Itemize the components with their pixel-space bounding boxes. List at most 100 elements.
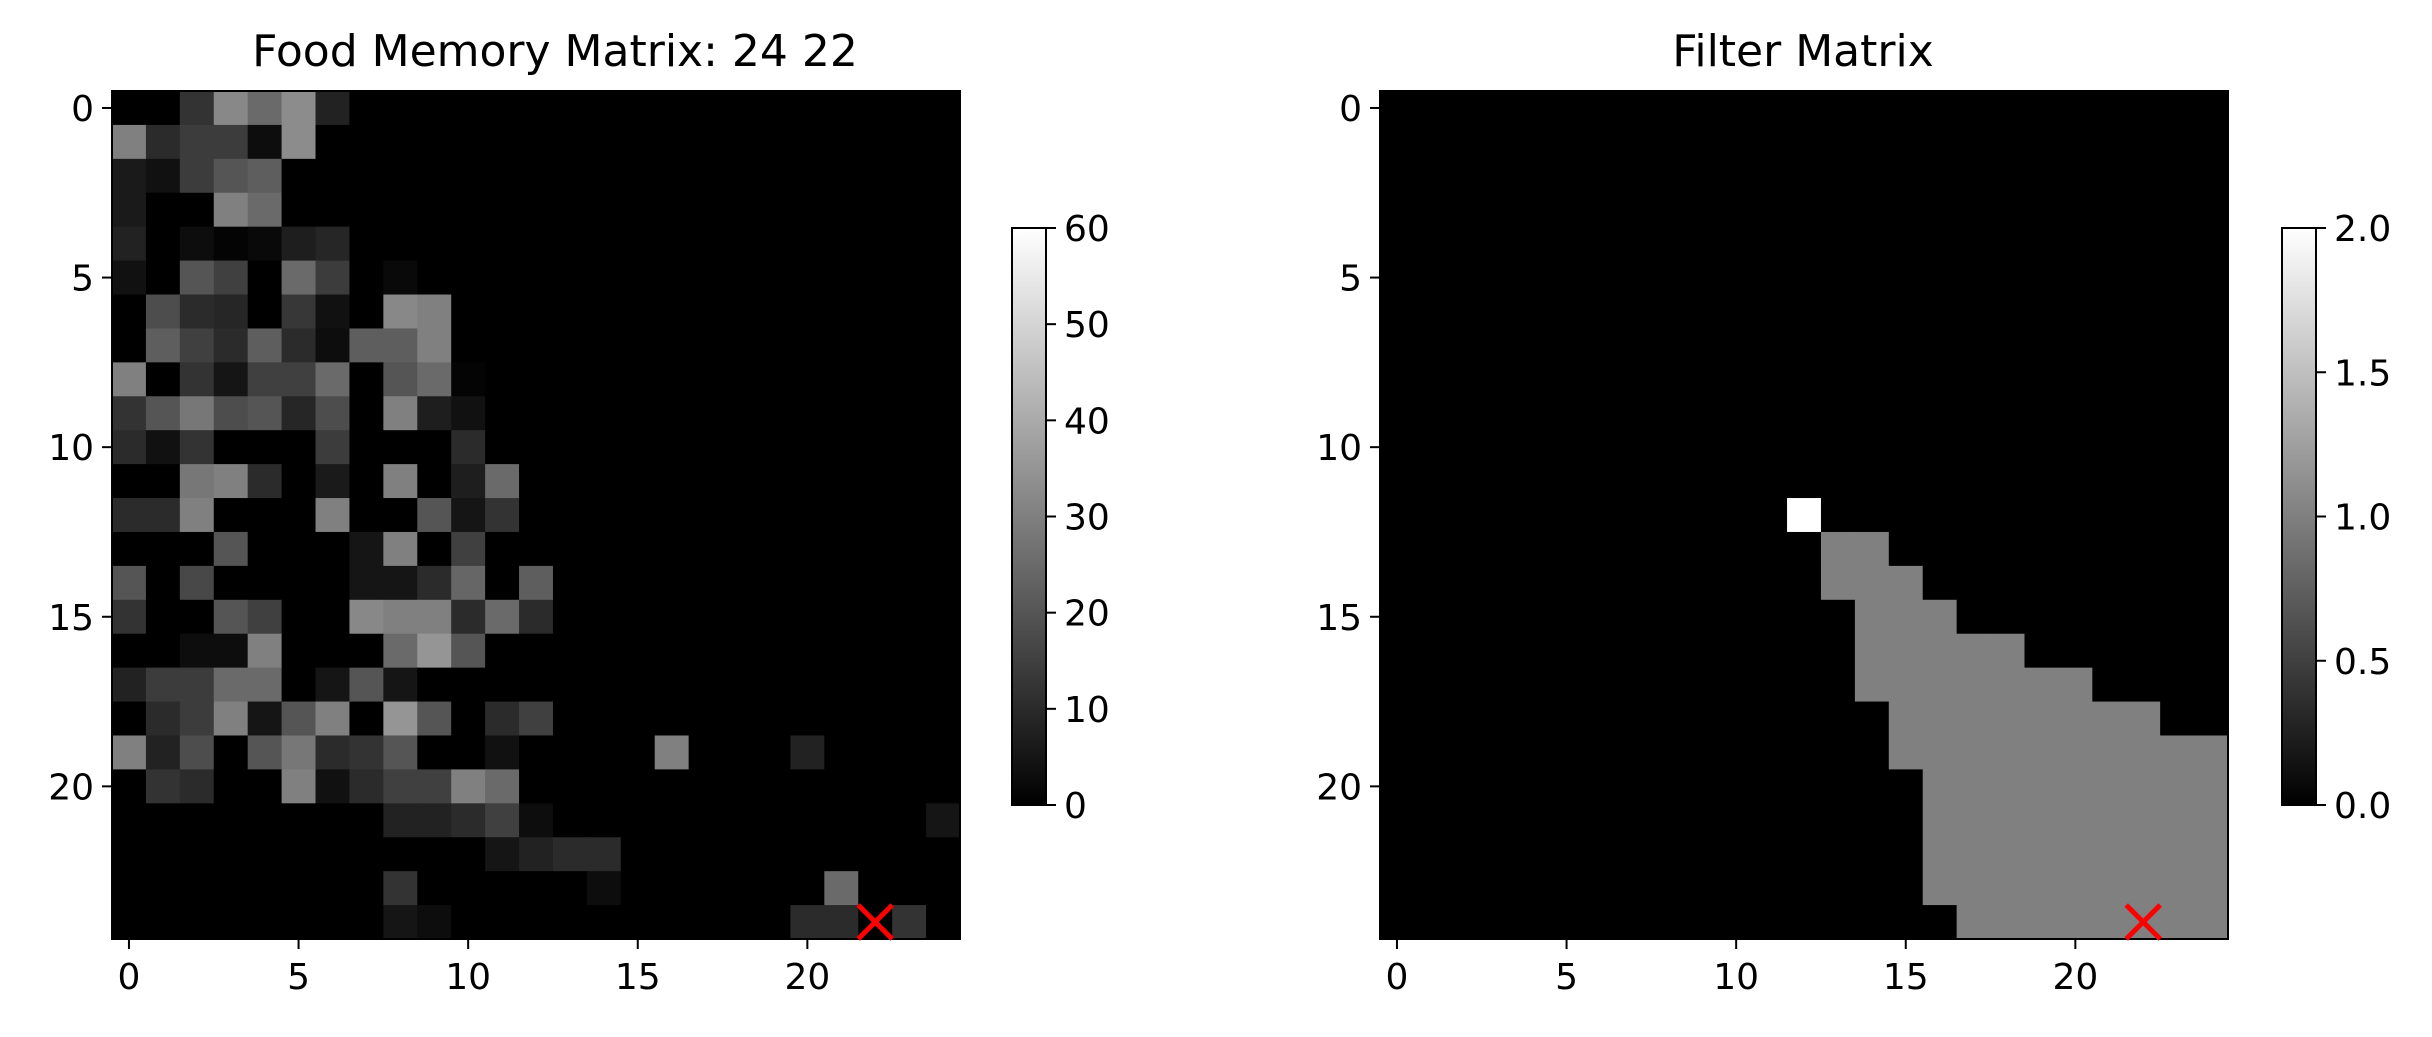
heatmap-cell <box>1481 599 1517 635</box>
heatmap-cell <box>1685 430 1720 465</box>
heatmap-cell <box>1787 633 1822 669</box>
heatmap-cell <box>688 226 724 262</box>
heatmap-cell <box>2058 226 2093 262</box>
heatmap-cell <box>688 260 724 296</box>
heatmap-cell <box>1549 599 1585 635</box>
heatmap-cell <box>2194 91 2229 126</box>
heatmap-cell <box>315 633 351 669</box>
heatmap-cell <box>315 124 351 160</box>
heatmap-cell <box>383 837 418 872</box>
heatmap-cell <box>179 362 215 397</box>
heatmap-cell <box>485 803 520 838</box>
heatmap-cell <box>451 192 486 228</box>
heatmap-cell <box>179 803 215 838</box>
heatmap-cell <box>2160 226 2195 262</box>
heatmap-cell <box>2092 260 2127 296</box>
heatmap-cell <box>1854 735 1890 770</box>
heatmap-cell <box>1413 531 1449 567</box>
heatmap-cell <box>315 769 351 804</box>
heatmap-cell <box>756 565 791 601</box>
heatmap-cell <box>383 633 418 669</box>
heatmap-cell <box>1583 498 1619 533</box>
heatmap-cell <box>1583 735 1619 770</box>
y-tick-label: 10 <box>48 428 94 469</box>
heatmap-cell <box>654 701 690 737</box>
heatmap-cell <box>688 701 724 737</box>
heatmap-cell <box>1583 362 1619 397</box>
y-tick-label: 0 <box>71 89 94 130</box>
heatmap-cell <box>552 158 588 194</box>
heatmap-cell <box>2160 905 2195 940</box>
heatmap-cell <box>756 905 791 940</box>
heatmap-cell <box>383 294 418 330</box>
heatmap-cell <box>654 192 690 228</box>
heatmap-cell <box>1820 158 1856 194</box>
heatmap-cell <box>1854 430 1890 465</box>
heatmap-cell <box>1380 226 1415 262</box>
heatmap-cell <box>1820 735 1856 770</box>
heatmap-cell <box>112 294 147 330</box>
heatmap-cell <box>2160 158 2195 194</box>
heatmap-cell <box>519 91 554 126</box>
heatmap-cell <box>552 192 588 228</box>
heatmap-cell <box>349 701 384 737</box>
heatmap-cell <box>383 803 418 838</box>
heatmap-cell <box>654 91 690 126</box>
heatmap-cell <box>858 226 893 262</box>
heatmap-cell <box>112 701 147 737</box>
heatmap-cell <box>1651 91 1686 126</box>
heatmap-cell <box>1753 91 1788 126</box>
heatmap-cell <box>2160 362 2195 397</box>
heatmap-cell <box>1481 430 1517 465</box>
heatmap-cell <box>1515 531 1551 567</box>
heatmap-cell <box>451 328 486 363</box>
heatmap-cell <box>315 91 351 126</box>
heatmap-cell <box>519 430 554 465</box>
heatmap-cell <box>926 599 961 635</box>
heatmap-cell <box>824 531 859 567</box>
heatmap-cell <box>2126 396 2161 431</box>
heatmap-cell <box>688 328 724 363</box>
heatmap-cell <box>1719 464 1754 499</box>
heatmap-cell <box>824 396 859 431</box>
heatmap-cell <box>1922 735 1958 770</box>
heatmap-cell <box>1820 701 1856 737</box>
heatmap-cell <box>1651 192 1686 228</box>
heatmap-cell <box>145 464 181 499</box>
heatmap-cell <box>1549 803 1585 838</box>
heatmap-cell <box>688 667 724 703</box>
heatmap-cell <box>2126 192 2161 228</box>
heatmap-cell <box>213 260 249 296</box>
heatmap-cell <box>383 464 418 499</box>
heatmap-cell <box>1617 735 1652 770</box>
heatmap-cell <box>1854 260 1890 296</box>
heatmap-cell <box>790 871 825 906</box>
heatmap-cell <box>1617 905 1652 940</box>
heatmap-cell <box>1685 701 1720 737</box>
heatmap-cell <box>1549 91 1585 126</box>
heatmap-cell <box>1753 158 1788 194</box>
heatmap-cell <box>519 158 554 194</box>
heatmap-cell <box>1481 735 1517 770</box>
heatmap-cell <box>620 294 656 330</box>
heatmap-cell <box>790 837 825 872</box>
heatmap-cell <box>654 430 690 465</box>
heatmap-cell <box>2024 769 2059 804</box>
heatmap-cell <box>281 701 317 737</box>
heatmap-cell <box>926 667 961 703</box>
heatmap-cell <box>1413 192 1449 228</box>
heatmap-cell <box>1820 362 1856 397</box>
heatmap-cell <box>1719 701 1754 737</box>
heatmap-cell <box>2160 260 2195 296</box>
heatmap-cell <box>1888 294 1924 330</box>
heatmap-cell <box>417 260 452 296</box>
heatmap-cell <box>1481 362 1517 397</box>
heatmap-cell <box>1651 531 1686 567</box>
heatmap-cell <box>247 430 283 465</box>
heatmap-cell <box>1990 158 2026 194</box>
heatmap-cell <box>1549 498 1585 533</box>
heatmap-cell <box>247 192 283 228</box>
heatmap-cell <box>1922 124 1958 160</box>
heatmap-cell <box>417 226 452 262</box>
heatmap-cell <box>1922 260 1958 296</box>
